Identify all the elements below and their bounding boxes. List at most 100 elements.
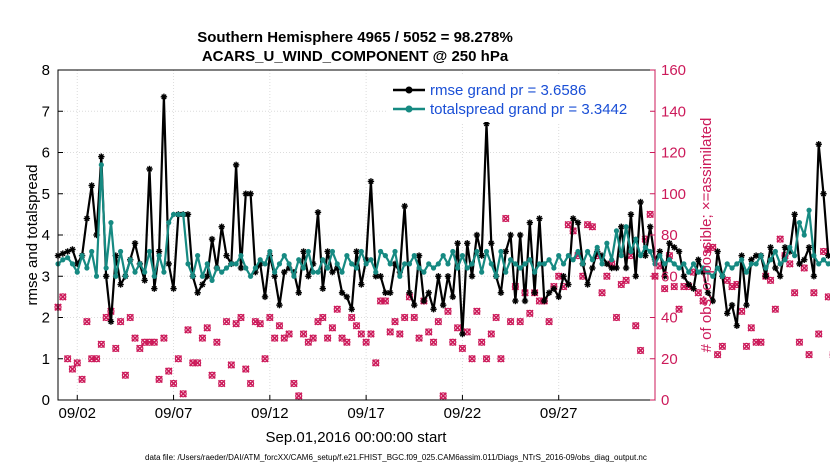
point-rmse — [151, 285, 158, 292]
point-rmse — [704, 289, 712, 296]
obs-possible-point — [723, 276, 731, 284]
series-line-rmse — [57, 95, 830, 336]
obs-assimilated-point — [97, 340, 106, 349]
point-rmse — [242, 190, 249, 197]
obs-possible-point — [791, 289, 799, 297]
point-totalspread — [334, 261, 340, 267]
point-rmse — [204, 273, 211, 280]
obs-possible-point — [367, 330, 375, 338]
point-rmse — [632, 273, 639, 280]
point-rmse — [690, 285, 697, 292]
point-totalspread — [806, 207, 812, 213]
point-totalspread — [671, 261, 677, 267]
obs-assimilated-point — [68, 365, 77, 373]
obs-possible-point — [299, 330, 308, 338]
obs-possible-point — [194, 359, 202, 367]
point-totalspread — [387, 261, 393, 267]
point-rmse — [560, 273, 567, 280]
obs-assimilated-point — [208, 371, 216, 380]
point-rmse — [199, 281, 206, 288]
x-axis: 09/02 09/07 09/12 09/17 09/22 09/27 — [58, 395, 577, 422]
obs-possible-point — [121, 371, 130, 379]
obs-assimilated-point — [155, 375, 163, 384]
obs-assimilated-point — [636, 346, 645, 355]
point-totalspread — [628, 248, 634, 255]
y-tick-label: 5 — [42, 186, 50, 203]
obs-possible-point — [362, 338, 370, 346]
obs-possible-point — [242, 365, 250, 373]
point-totalspread — [69, 261, 76, 267]
point-totalspread — [411, 253, 417, 259]
obs-assimilated-point — [352, 321, 361, 330]
point-rmse — [488, 240, 495, 247]
point-rmse — [295, 289, 302, 296]
point-totalspread — [792, 253, 798, 259]
point-totalspread — [647, 248, 653, 255]
point-rmse — [107, 318, 115, 325]
obs-possible-point — [454, 324, 462, 332]
point-totalspread — [137, 261, 143, 267]
point-totalspread — [532, 269, 538, 275]
obs-assimilated-point — [670, 282, 679, 291]
point-rmse — [478, 252, 485, 259]
point-rmse — [247, 190, 254, 197]
obs-assimilated-point — [121, 371, 130, 380]
point-totalspread — [195, 253, 201, 259]
x-tick-label: 09/12 — [251, 405, 289, 422]
obs-assimilated-point — [237, 313, 245, 322]
point-rmse — [666, 240, 673, 247]
point-rmse — [141, 277, 148, 284]
obs-possible-point — [333, 305, 341, 313]
point-totalspread — [430, 265, 437, 271]
obs-possible-point — [169, 379, 178, 388]
obs-assimilated-point — [290, 379, 298, 388]
obs-possible-point — [415, 334, 423, 342]
obs-assimilated-point — [169, 379, 178, 388]
point-totalspread — [305, 248, 311, 255]
obs-assimilated-point — [737, 307, 746, 316]
obs-possible-point — [776, 235, 784, 243]
point-rmse — [59, 250, 67, 257]
legend-totalspread-marker — [405, 105, 413, 113]
point-totalspread — [392, 248, 398, 255]
point-rmse — [748, 256, 755, 263]
obs-possible-point — [506, 318, 515, 326]
obs-assimilated-point — [131, 334, 139, 342]
obs-possible-point — [824, 293, 830, 301]
obs-possible-point — [290, 379, 298, 388]
point-rmse — [319, 285, 326, 292]
obs-possible-point — [237, 313, 245, 322]
point-totalspread — [493, 273, 499, 279]
obs-possible-point — [198, 334, 207, 342]
point-rmse — [406, 289, 413, 296]
obs-assimilated-point — [694, 288, 703, 297]
obs-assimilated-point — [347, 313, 356, 322]
obs-assimilated-point — [646, 210, 654, 219]
point-rmse — [805, 244, 813, 251]
obs-assimilated-point — [487, 330, 496, 338]
point-totalspread — [98, 162, 104, 168]
obs-assimilated-point — [164, 367, 173, 375]
obs-possible-point — [131, 334, 139, 342]
point-rmse — [791, 211, 798, 218]
obs-assimilated-point — [554, 272, 563, 281]
point-rmse — [733, 322, 741, 329]
obs-possible-point — [771, 305, 779, 313]
point-totalspread — [426, 261, 432, 267]
point-totalspread — [483, 248, 490, 255]
obs-possible-point — [271, 334, 279, 342]
obs-assimilated-point — [136, 344, 144, 353]
point-totalspread — [589, 257, 596, 263]
point-rmse — [88, 182, 95, 189]
obs-assimilated-point — [444, 307, 452, 316]
point-totalspread — [642, 244, 648, 250]
point-totalspread — [267, 248, 273, 255]
obs-possible-point — [59, 293, 67, 301]
point-rmse — [194, 289, 201, 296]
obs-possible-point — [670, 282, 678, 291]
obs-assimilated-point — [598, 288, 606, 297]
obs-possible-point — [92, 355, 101, 363]
y-right-tick-label: 0 — [661, 392, 669, 409]
point-rmse — [724, 310, 731, 317]
point-totalspread — [272, 269, 278, 275]
